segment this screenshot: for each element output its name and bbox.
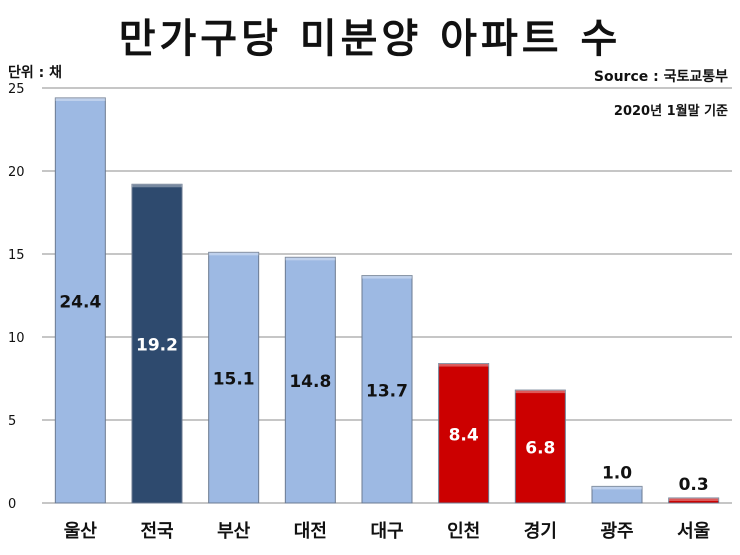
bar-highlight: [438, 363, 489, 367]
bar-highlight: [132, 184, 182, 188]
data-label: 13.7: [366, 381, 408, 401]
y-tick-label: 10: [8, 331, 25, 346]
category-label: 경기: [524, 521, 557, 542]
bar: [361, 275, 413, 504]
category-label: 대전: [294, 521, 327, 542]
y-tick-label: 15: [8, 248, 25, 263]
bar-highlight: [362, 275, 412, 279]
y-tick-label: 0: [8, 497, 16, 512]
bar: [208, 251, 260, 504]
data-label: 15.1: [213, 370, 255, 390]
data-label: 24.4: [59, 292, 101, 312]
bar-highlight: [55, 97, 106, 101]
bar: [591, 485, 643, 504]
bar: [131, 183, 183, 504]
bar: [514, 389, 566, 504]
data-label: 1.0: [602, 463, 632, 483]
source-label: Source : 국토교통부: [593, 69, 728, 85]
y-tick-label: 25: [8, 82, 25, 97]
y-axis-ticks: 0 5 10 15 20 25: [8, 82, 25, 512]
data-label: 14.8: [289, 372, 331, 392]
data-label: 19.2: [136, 336, 178, 356]
y-tick-label: 5: [8, 414, 16, 429]
bar: [284, 256, 336, 504]
category-label: 인천: [447, 521, 480, 542]
chart-title: 만가구당 미분양 아파트 수: [118, 16, 622, 62]
category-label: 대구: [370, 521, 403, 542]
category-label: 울산: [64, 521, 98, 542]
bar-highlight: [285, 257, 336, 261]
data-label: 0.3: [679, 475, 709, 495]
bar-highlight: [592, 486, 642, 490]
bar: [438, 363, 490, 504]
category-label: 광주: [600, 521, 633, 542]
bar-highlight: [208, 252, 259, 256]
unit-label: 단위 : 채: [8, 65, 62, 81]
category-label: 서울: [677, 521, 710, 542]
date-note: 2020년 1월말 기준: [613, 104, 728, 119]
data-labels: 24.4 19.2 15.1 14.8 13.7 8.4 6.8 1.0 0.3: [59, 292, 708, 495]
category-label: 부산: [217, 521, 251, 542]
category-label: 전국: [140, 521, 173, 542]
bar-highlight: [515, 390, 566, 394]
bars: [54, 97, 720, 504]
y-tick-label: 20: [8, 165, 25, 180]
bar: [54, 97, 106, 504]
data-label: 6.8: [525, 439, 555, 459]
bar-highlight: [668, 498, 719, 502]
bar: [668, 497, 720, 504]
data-label: 8.4: [449, 425, 479, 445]
x-axis-categories: 울산 전국 부산 대전 대구 인천 경기 광주 서울: [64, 521, 710, 542]
